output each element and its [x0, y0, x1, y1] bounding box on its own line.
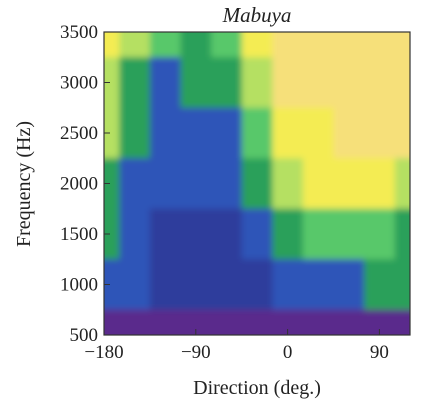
- heatmap-cell: [272, 208, 304, 260]
- heatmap-cell: [180, 107, 212, 159]
- heatmap-cell: [149, 107, 181, 159]
- heatmap-cell: [104, 259, 120, 311]
- heatmap-cell: [272, 32, 304, 58]
- x-tick-label: 0: [283, 342, 293, 363]
- heatmap-cell: [241, 32, 273, 58]
- heatmap-cell: [119, 259, 151, 311]
- y-axis-label: Frequency (Hz): [13, 121, 35, 247]
- heatmap-cell: [333, 259, 365, 311]
- heatmap-cell: [149, 158, 181, 210]
- y-tick-label: 2000: [60, 174, 98, 195]
- heatmap-cell: [211, 208, 243, 260]
- heatmap-cell: [211, 57, 243, 109]
- heatmap-cell: [241, 259, 273, 311]
- y-tick-label: 3000: [60, 73, 98, 94]
- heatmap-cell: [104, 32, 120, 58]
- heatmap-cell: [364, 208, 396, 260]
- heatmap-cell: [149, 259, 181, 311]
- heatmap-cell: [394, 57, 410, 109]
- heatmap-cell: [241, 208, 273, 260]
- x-tick-label: −90: [181, 342, 211, 363]
- heatmap-cell: [394, 309, 410, 335]
- heatmap-cell: [211, 107, 243, 159]
- heatmap-cell: [394, 208, 410, 260]
- heatmap-cell: [180, 32, 212, 58]
- heatmap-cell: [302, 107, 334, 159]
- heatmap-cell: [364, 32, 396, 58]
- heatmap-cell: [394, 259, 410, 311]
- heatmap-cell: [149, 57, 181, 109]
- heatmap-cell: [104, 309, 120, 335]
- heatmap-cell: [119, 158, 151, 210]
- heatmap-cell: [241, 107, 273, 159]
- heatmap-cell: [272, 259, 304, 311]
- heatmap-cell: [104, 57, 120, 109]
- heatmap-cell: [394, 158, 410, 210]
- chart-title: Mabuya: [222, 3, 292, 27]
- heatmap-cell: [104, 107, 120, 159]
- heatmap-cell: [119, 107, 151, 159]
- y-tick-label: 2500: [60, 123, 98, 144]
- heatmap-cell: [104, 208, 120, 260]
- y-tick-label: 1000: [60, 275, 98, 296]
- y-tick-label: 500: [70, 325, 99, 346]
- x-tick-label: 90: [370, 342, 389, 363]
- x-tick-label: −180: [84, 342, 123, 363]
- heatmap-cell: [119, 309, 151, 335]
- heatmap-cell: [149, 208, 181, 260]
- heatmap-cell: [394, 107, 410, 159]
- heatmap-cell: [119, 32, 151, 58]
- x-axis: −180 −90 0 90: [84, 329, 389, 363]
- heatmap-cell: [333, 158, 365, 210]
- heatmap-cell: [180, 208, 212, 260]
- heatmap-cell: [364, 107, 396, 159]
- heatmap-cell: [149, 32, 181, 58]
- heatmap-cell: [364, 259, 396, 311]
- heatmap-cell: [119, 208, 151, 260]
- heatmap-cell: [241, 158, 273, 210]
- heatmap-cell: [302, 259, 334, 311]
- heatmap-cell: [149, 309, 181, 335]
- heatmap-cell: [333, 208, 365, 260]
- heatmap-cell: [333, 57, 365, 109]
- heatmap-cell: [211, 309, 243, 335]
- y-tick-label: 1500: [60, 224, 98, 245]
- heatmap-cell: [333, 309, 365, 335]
- heatmap-cell: [302, 309, 334, 335]
- heatmap-cell: [394, 32, 410, 58]
- y-tick-label: 3500: [60, 22, 98, 43]
- heatmap-cell: [211, 32, 243, 58]
- heatmap-cell: [119, 57, 151, 109]
- heatmap-plot-area: [104, 32, 410, 335]
- heatmap-cell: [180, 158, 212, 210]
- heatmap-cell: [364, 57, 396, 109]
- heatmap-cell: [302, 57, 334, 109]
- heatmap-cell: [272, 107, 304, 159]
- heatmap-cell: [364, 158, 396, 210]
- heatmap-cell: [104, 158, 120, 210]
- heatmap-cells: [104, 32, 410, 335]
- heatmap-cell: [180, 57, 212, 109]
- heatmap-cell: [211, 259, 243, 311]
- heatmap-cell: [272, 57, 304, 109]
- x-axis-label: Direction (deg.): [193, 377, 321, 399]
- heatmap-cell: [241, 57, 273, 109]
- heatmap-cell: [333, 107, 365, 159]
- heatmap-cell: [180, 259, 212, 311]
- heatmap-cell: [302, 32, 334, 58]
- heatmap-cell: [241, 309, 273, 335]
- heatmap-cell: [272, 158, 304, 210]
- heatmap-cell: [333, 32, 365, 58]
- y-axis: 500 1000 1500 2000 2500 3000 3500: [60, 22, 110, 346]
- heatmap-cell: [302, 158, 334, 210]
- heatmap-cell: [211, 158, 243, 210]
- heatmap-cell: [302, 208, 334, 260]
